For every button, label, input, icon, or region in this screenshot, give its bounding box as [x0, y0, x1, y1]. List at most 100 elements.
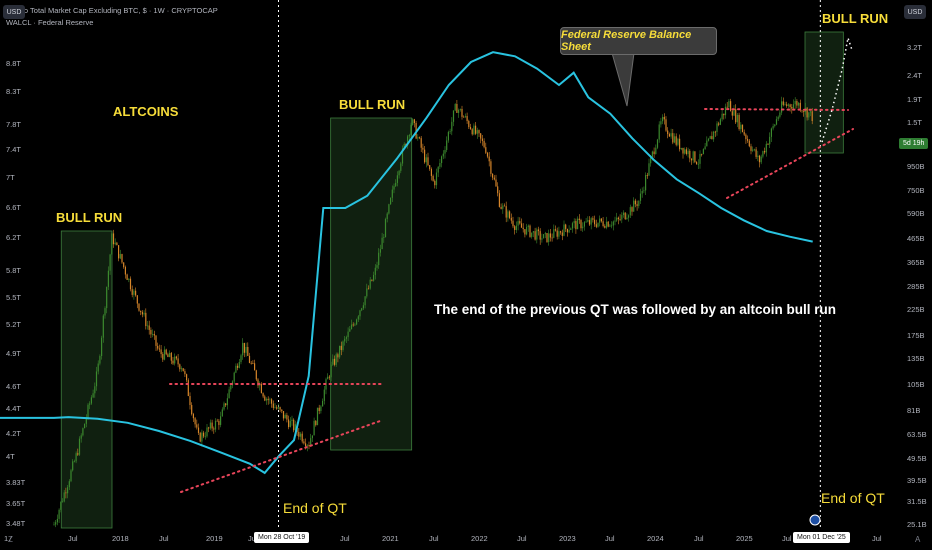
auto-scale-icon[interactable]: A	[915, 535, 921, 544]
candle-body	[282, 411, 285, 419]
candle-body	[745, 134, 747, 140]
candle-body	[476, 130, 478, 134]
candle-body	[242, 342, 244, 356]
candle-body	[680, 147, 682, 150]
candle-body	[119, 254, 121, 259]
candle-body	[157, 345, 159, 349]
candle-body	[248, 355, 251, 363]
candle-body	[126, 274, 128, 281]
candle-body	[605, 221, 608, 228]
candle-body	[107, 270, 109, 287]
candle-body	[254, 363, 256, 371]
candle-body	[515, 225, 517, 230]
candle-body	[716, 123, 718, 132]
end-of-qt-label-2: End of QT	[821, 490, 885, 506]
candle-body	[221, 409, 223, 417]
candle-body	[461, 108, 463, 117]
candle-body	[318, 407, 320, 412]
candle-body	[646, 175, 648, 176]
candle-body	[724, 106, 727, 116]
candle-body	[736, 114, 738, 123]
candle-body	[165, 349, 167, 355]
candle-body	[342, 341, 344, 350]
candle-body	[509, 211, 511, 218]
candle-body	[777, 116, 779, 120]
candle-body	[179, 364, 181, 370]
candle-body	[663, 116, 665, 120]
candle-body	[381, 237, 383, 250]
candle-body	[398, 170, 400, 176]
candle-body	[713, 131, 715, 140]
candle-body	[430, 169, 432, 176]
x-tick-label: 2022	[471, 534, 488, 543]
candle-body	[612, 221, 614, 226]
candle-body	[704, 146, 706, 150]
y-left-tick-label: 5.8T	[6, 266, 21, 275]
candle-body	[345, 337, 347, 339]
x-tick-label: 2018	[112, 534, 129, 543]
candle-body	[160, 349, 162, 355]
candle-body	[719, 119, 721, 125]
candle-body	[61, 501, 64, 503]
y-right-tick-label: 225B	[907, 305, 925, 314]
candle-body	[208, 427, 210, 429]
callout-pointer	[611, 52, 635, 107]
candle-body	[424, 149, 426, 163]
candle-body	[634, 200, 636, 205]
candle-body	[502, 205, 504, 209]
currency-badge-right[interactable]: USD	[904, 5, 926, 19]
candle-body	[486, 152, 489, 157]
candle-body	[354, 324, 356, 326]
candle-body	[182, 368, 184, 372]
candle-body	[653, 151, 655, 155]
candle-body	[216, 420, 218, 422]
candle-body	[267, 398, 269, 401]
candle-body	[204, 436, 206, 438]
candle-body	[364, 296, 366, 306]
candle-body	[544, 233, 546, 235]
zoom-icon[interactable]: Z	[8, 535, 13, 544]
fed-balance-polyline	[0, 51, 813, 475]
candle-body	[316, 407, 319, 426]
candle-body	[645, 175, 647, 191]
candle-body	[264, 396, 266, 401]
candle-body	[82, 428, 84, 436]
candle-body	[587, 220, 589, 222]
support-line-2025	[726, 128, 854, 199]
candle-body	[471, 129, 473, 135]
candle-body	[169, 352, 171, 358]
candle-body	[306, 445, 308, 447]
candle-body	[85, 417, 87, 424]
candle-body	[573, 221, 575, 224]
candle-body	[624, 212, 626, 220]
candle-body	[369, 279, 371, 289]
candle-body	[257, 379, 259, 386]
candle-body	[235, 365, 237, 373]
candle-body	[247, 346, 249, 356]
candle-body	[444, 149, 446, 154]
candle-body	[600, 218, 602, 222]
x-tick-label: Jul	[605, 534, 615, 543]
candle-body	[556, 230, 558, 237]
candle-body	[434, 180, 436, 186]
y-left-tick-label: 3.83T	[6, 478, 26, 487]
candle-body	[701, 153, 703, 155]
candle-body	[622, 212, 625, 216]
candle-body	[682, 147, 684, 154]
candle-body	[228, 389, 230, 399]
currency-badge-left[interactable]: USD	[3, 5, 25, 19]
candle-body	[303, 441, 305, 444]
candle-body	[492, 173, 494, 178]
candle-body	[186, 374, 188, 381]
candle-body	[97, 363, 99, 372]
y-left-tick-label: 5.2T	[6, 320, 21, 329]
candle-body	[684, 149, 686, 154]
candle-body	[294, 424, 296, 431]
candle-body	[755, 149, 757, 157]
candle-body	[95, 371, 98, 387]
candle-body	[237, 365, 239, 368]
candle-body	[226, 398, 228, 406]
x-tick-label: 2025	[736, 534, 753, 543]
y-right-tick-label: 175B	[907, 331, 925, 340]
y-left-tick-label: 8.3T	[6, 87, 21, 96]
